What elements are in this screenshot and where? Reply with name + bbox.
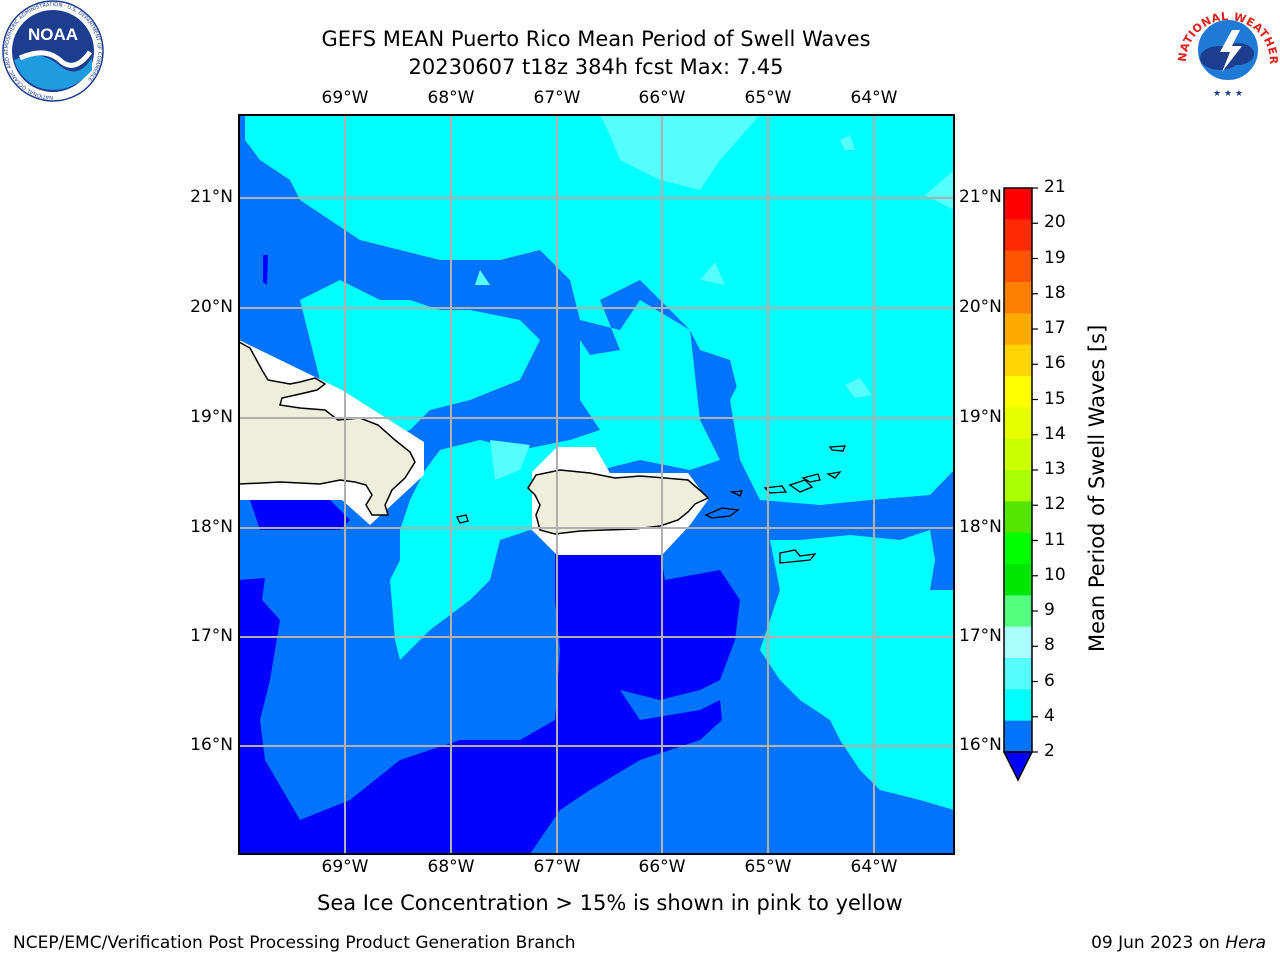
- svg-text:★ ★ ★: ★ ★ ★: [1213, 89, 1243, 99]
- colorbar-tick-label: 15: [1044, 388, 1066, 409]
- colorbar-swatch: [1004, 532, 1032, 565]
- colorbar-swatch: [1004, 689, 1032, 722]
- colorbar-swatch: [1004, 595, 1032, 628]
- colorbar-tick-label: 10: [1044, 564, 1066, 585]
- colorbar-tick-label: 11: [1044, 529, 1066, 550]
- footer-machine: Hera: [1225, 933, 1266, 953]
- colorbar-tick-label: 12: [1044, 494, 1066, 515]
- lat-label-right: 20°N: [959, 297, 1002, 317]
- colorbar-tick-label: 19: [1044, 247, 1066, 268]
- lat-label-right: 18°N: [959, 517, 1002, 537]
- colorbar-swatch: [1004, 407, 1032, 440]
- colorbar-tick-label: 14: [1044, 423, 1066, 444]
- colorbar-swatch: [1004, 720, 1032, 753]
- lon-label-bottom: 64°W: [850, 857, 898, 877]
- lon-label-top: 68°W: [427, 88, 475, 108]
- colorbar-swatch: [1004, 219, 1032, 252]
- colorbar-tick-label: 18: [1044, 282, 1066, 303]
- hispaniola-landmass: [238, 340, 416, 516]
- colorbar-tick-label: 6: [1044, 670, 1055, 691]
- svg-text:NOAA: NOAA: [28, 25, 78, 44]
- colorbar-swatch: [1004, 564, 1032, 596]
- lon-label-bottom: 65°W: [744, 857, 792, 877]
- lon-label-top: 69°W: [321, 88, 369, 108]
- lat-label-left: 20°N: [190, 297, 233, 317]
- lat-label-left: 21°N: [190, 187, 233, 207]
- lon-label-bottom: 68°W: [427, 857, 475, 877]
- footer-branch: NCEP/EMC/Verification Post Processing Pr…: [13, 933, 576, 953]
- lat-label-left: 16°N: [190, 735, 233, 755]
- colorbar-swatch: [1004, 376, 1032, 408]
- map-frame: [238, 114, 955, 855]
- colorbar-tick-label: 16: [1044, 353, 1066, 374]
- colorbar-tick-label: 4: [1044, 705, 1055, 726]
- small-islands: [456, 445, 846, 564]
- sea-ice-caption: Sea Ice Concentration > 15% is shown in …: [317, 891, 903, 915]
- swell-zone-4-6: [245, 115, 954, 810]
- lon-label-top: 64°W: [850, 88, 898, 108]
- lat-label-right: 19°N: [959, 407, 1002, 427]
- colorbar-tick-label: 21: [1044, 177, 1066, 197]
- colorbar-swatch: [1004, 344, 1032, 377]
- swell-zone-6-8: [475, 115, 954, 480]
- lon-label-top: 65°W: [744, 88, 792, 108]
- lat-label-left: 17°N: [190, 626, 233, 646]
- colorbar-tick-label: 17: [1044, 318, 1066, 338]
- lat-label-right: 21°N: [959, 187, 1002, 207]
- colorbar-swatch: [1004, 438, 1032, 471]
- chart-subtitle: 20230607 t18z 384h fcst Max: 7.45: [408, 55, 784, 79]
- colorbar-tick-label: 20: [1044, 212, 1066, 233]
- colorbar-swatch: [1004, 658, 1032, 690]
- swell-zone-under-2: [239, 255, 740, 854]
- colorbar-tick-label: 13: [1044, 459, 1066, 479]
- lat-label-left: 19°N: [190, 407, 233, 427]
- colorbar-tick-label: 2: [1044, 741, 1055, 761]
- map-gridlines: [239, 115, 954, 854]
- colorbar-tick-label: 9: [1044, 600, 1055, 620]
- colorbar-under-arrow: [1002, 751, 1034, 782]
- colorbar-swatch: [1004, 282, 1032, 314]
- lat-label-left: 18°N: [190, 517, 233, 537]
- lat-label-right: 17°N: [959, 626, 1002, 646]
- colorbar-swatch: [1004, 188, 1032, 220]
- noaa-logo: NOAA NATIONAL OCEANIC AND ATMOSPHERIC AD…: [2, 0, 104, 102]
- colorbar-swatch: [1004, 626, 1032, 659]
- colorbar-swatch: [1004, 501, 1032, 534]
- footer-date-text: 09 Jun 2023 on: [1091, 933, 1226, 953]
- lon-label-top: 66°W: [638, 88, 686, 108]
- footer-date: 09 Jun 2023 on Hera: [1091, 933, 1266, 953]
- lon-label-top: 67°W: [533, 88, 581, 108]
- nws-logo: NATIONAL WEATHER SERVICE ★ ★ ★: [1176, 0, 1280, 99]
- lon-label-bottom: 66°W: [638, 857, 686, 877]
- lon-label-bottom: 69°W: [321, 857, 369, 877]
- lon-label-bottom: 67°W: [533, 857, 581, 877]
- colorbar-label: Mean Period of Swell Waves [s]: [1085, 324, 1109, 652]
- chart-title: GEFS MEAN Puerto Rico Mean Period of Swe…: [321, 27, 871, 51]
- colorbar-swatch: [1004, 470, 1032, 502]
- lat-label-right: 16°N: [959, 735, 1002, 755]
- colorbar-swatch: [1004, 313, 1032, 346]
- colorbar-tick-label: 8: [1044, 635, 1055, 656]
- colorbar-swatch: [1004, 250, 1032, 283]
